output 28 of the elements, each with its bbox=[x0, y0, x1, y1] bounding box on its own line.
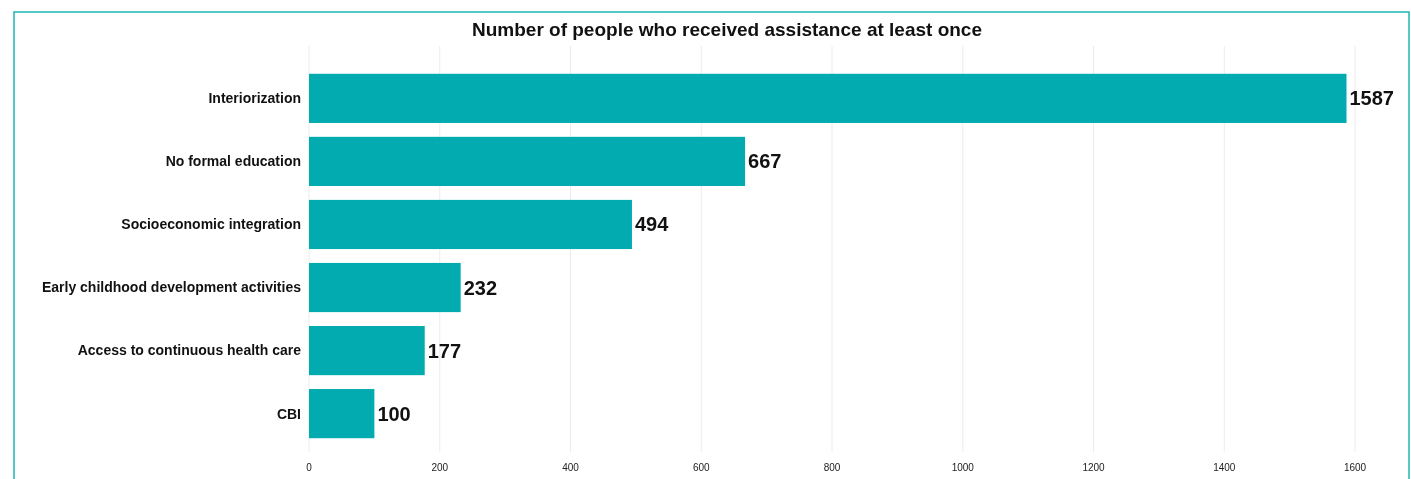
bar bbox=[309, 199, 632, 250]
bar bbox=[309, 325, 425, 376]
bar bbox=[309, 73, 1347, 123]
y-tick-label: Access to continuous health care bbox=[77, 342, 302, 359]
x-tick-label: 600 bbox=[692, 462, 711, 473]
y-tick-label: CBI bbox=[276, 405, 301, 422]
x-tick-label: 400 bbox=[562, 462, 580, 473]
bar bbox=[309, 136, 746, 187]
bar bbox=[309, 262, 461, 313]
x-tick-label: 0 bbox=[306, 462, 313, 473]
y-tick-label: Early childhood development activities bbox=[41, 279, 302, 296]
y-tick-label: Interiorization bbox=[208, 90, 301, 107]
x-tick-label: 1000 bbox=[951, 462, 975, 473]
x-tick-label: 200 bbox=[431, 462, 449, 473]
data-label: 232 bbox=[463, 276, 498, 299]
data-label: 100 bbox=[377, 402, 411, 425]
data-label: 494 bbox=[634, 213, 670, 236]
y-tick-label: Socioeconomic integration bbox=[121, 216, 301, 233]
bar bbox=[309, 389, 375, 439]
data-label: 667 bbox=[748, 150, 782, 173]
y-tick-label: No formal education bbox=[165, 153, 301, 170]
x-tick-label: 1400 bbox=[1213, 462, 1236, 473]
x-tick-label: 1600 bbox=[1343, 462, 1367, 473]
x-tick-label: 1200 bbox=[1082, 462, 1106, 473]
data-label: 177 bbox=[427, 339, 462, 362]
chart-title: Number of people who received assistance at least once bbox=[471, 19, 983, 40]
data-label: 1587 bbox=[1349, 87, 1394, 110]
x-tick-label: 800 bbox=[823, 462, 841, 473]
